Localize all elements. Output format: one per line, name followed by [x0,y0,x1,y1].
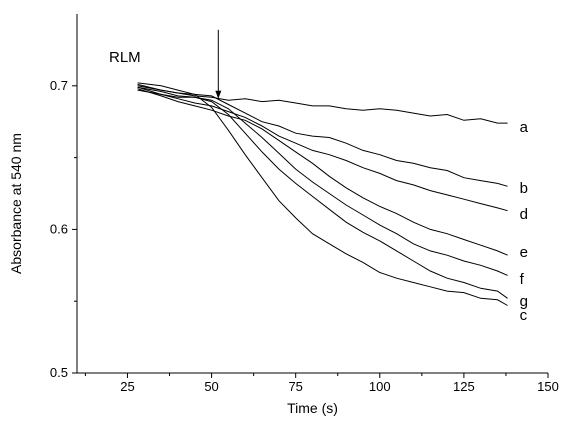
series-line-a [138,84,508,123]
y-tick-label: 0.7 [50,78,68,93]
series-label-f: f [520,271,525,288]
x-tick-label: 150 [537,379,559,394]
chart-series [138,83,508,306]
x-axis-title: Time (s) [287,400,338,416]
annotation-arrow-head [215,91,221,99]
series-label-e: e [520,244,528,261]
y-tick-label: 0.6 [50,221,68,236]
x-tick-label: 75 [288,379,302,394]
annotation-label: RLM [109,49,141,66]
y-tick-label: 0.5 [50,365,68,380]
series-label-a: a [520,119,529,136]
y-axis-title: Absorbance at 540 nm [8,133,24,274]
x-tick-label: 100 [369,379,391,394]
x-tick-label: 50 [204,379,218,394]
x-tick-label: 25 [120,379,134,394]
chart-annotation: RLM [109,30,221,99]
x-tick-label: 125 [453,379,475,394]
series-line-f [138,87,508,275]
series-line-e [138,89,508,256]
chart-axes: 25 50 75 100 125 150 0.5 0.6 0.7 Time (s) Absorban… [8,14,559,416]
series-line-g [138,90,508,298]
series-label-b: b [520,180,528,197]
series-label-d: d [520,206,528,223]
series-label-c: c [520,307,528,324]
